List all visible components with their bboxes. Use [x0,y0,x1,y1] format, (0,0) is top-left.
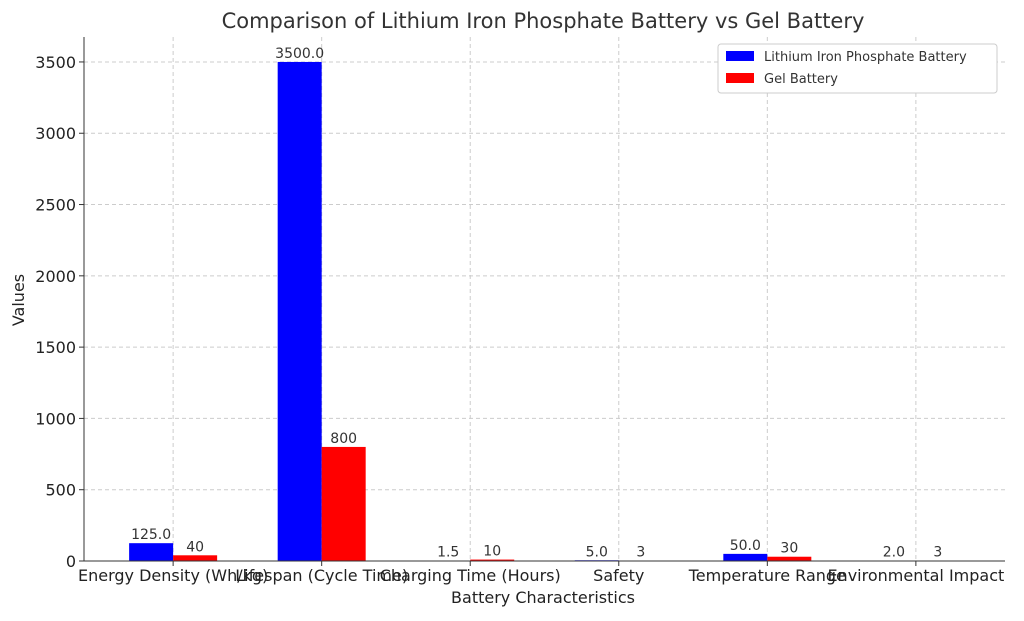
labels-layer: 0 500 1000 1500 2000 2500 3000 3500 Energy Densi… [35,46,1004,585]
bar-lifepo4 [277,61,322,561]
y-tick-label: 3000 [35,124,76,143]
data-label-lifepo4: 50.0 [730,538,761,554]
grid-layer [84,37,1005,562]
data-label-gel: 10 [483,544,501,560]
bars-layer [129,61,960,561]
x-tick-label: Lifespan (Cycle Time) [235,566,408,585]
x-tick-label: Safety [593,566,644,585]
bar-gel [173,555,218,561]
bar-lifepo4 [129,543,174,561]
bar-lifepo4 [723,553,768,561]
data-label-lifepo4: 125.0 [131,527,171,543]
legend-swatch-lifepo4 [726,51,754,61]
data-label-gel: 30 [780,541,798,557]
axes-layer [79,37,1005,566]
legend-label-lifepo4: Lithium Iron Phosphate Battery [764,50,967,65]
bar-gel [321,446,366,561]
bar-gel [767,556,812,561]
y-tick-label: 2000 [35,267,76,286]
bar-gel [470,559,515,561]
y-tick-label: 0 [66,552,76,571]
legend-label-gel: Gel Battery [764,72,838,87]
x-tick-label: Temperature Range [688,566,846,585]
data-label-lifepo4: 1.5 [437,545,459,561]
legend: Lithium Iron Phosphate Battery Gel Batte… [717,43,998,94]
data-label-gel: 40 [186,539,204,555]
y-tick-label: 500 [45,481,76,500]
data-label-gel: 3 [933,545,942,561]
chart-title: Comparison of Lithium Iron Phosphate Bat… [222,9,865,33]
x-tick-label: Environmental Impact [827,566,1004,585]
y-tick-label: 1500 [35,338,76,357]
y-tick-label: 2500 [35,196,76,215]
legend-swatch-gel [726,73,754,83]
legend-frame [717,43,998,94]
x-tick-label: Charging Time (Hours) [380,566,561,585]
data-label-lifepo4: 2.0 [883,545,905,561]
y-tick-label: 1000 [35,409,76,428]
x-axis-title: Battery Characteristics [451,588,635,607]
data-label-lifepo4: 3500.0 [275,46,324,62]
data-label-lifepo4: 5.0 [586,544,608,560]
y-tick-label: 3500 [35,53,76,72]
x-tick-label: Energy Density (Wh/kg) [78,566,268,585]
data-label-gel: 3 [636,545,645,561]
y-axis-title: Values [9,274,28,326]
data-label-gel: 800 [330,431,357,447]
